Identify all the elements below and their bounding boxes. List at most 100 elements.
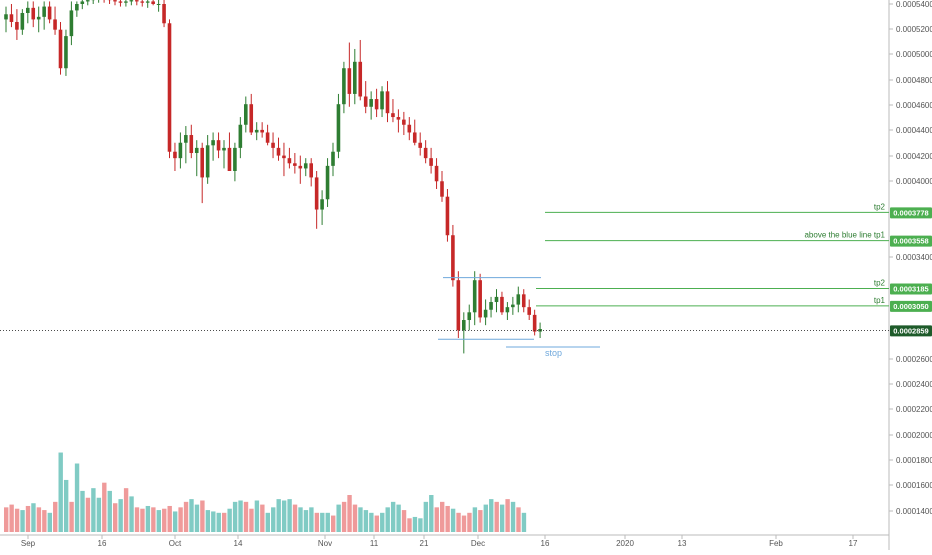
candle-down[interactable] — [15, 22, 19, 30]
candle-down[interactable] — [446, 197, 450, 236]
candle-down[interactable] — [113, 0, 117, 1]
candle-up[interactable] — [195, 148, 199, 153]
candle-up[interactable] — [495, 297, 499, 302]
candle-down[interactable] — [173, 152, 177, 158]
candle-up[interactable] — [233, 148, 237, 171]
candle-down[interactable] — [375, 99, 379, 109]
candle-down[interactable] — [271, 143, 275, 148]
candle-down[interactable] — [168, 23, 172, 151]
candle-down[interactable] — [309, 163, 313, 177]
candle-down[interactable] — [435, 166, 439, 181]
candle-up[interactable] — [489, 302, 493, 310]
candle-up[interactable] — [179, 143, 183, 158]
candle-down[interactable] — [119, 1, 123, 2]
candle-up[interactable] — [462, 320, 466, 330]
candle-down[interactable] — [478, 280, 482, 317]
candle-up[interactable] — [42, 7, 46, 17]
candle-up[interactable] — [37, 17, 41, 20]
candle-down[interactable] — [391, 113, 395, 117]
candle-down[interactable] — [48, 7, 52, 20]
candle-down[interactable] — [348, 68, 352, 94]
candle-down[interactable] — [429, 158, 433, 166]
volume-bar — [135, 507, 139, 532]
volume-bar — [347, 495, 351, 532]
candle-up[interactable] — [326, 166, 330, 199]
candle-down[interactable] — [358, 62, 362, 97]
candle-up[interactable] — [206, 145, 210, 177]
candle-up[interactable] — [211, 140, 215, 145]
candle-down[interactable] — [451, 235, 455, 280]
candle-down[interactable] — [457, 280, 461, 330]
candle-down[interactable] — [135, 0, 139, 1]
candle-up[interactable] — [146, 1, 150, 2]
candle-down[interactable] — [190, 135, 194, 153]
candle-up[interactable] — [304, 163, 308, 168]
candle-up[interactable] — [337, 104, 341, 152]
candle-up[interactable] — [511, 305, 515, 308]
candle-up[interactable] — [331, 152, 335, 166]
candle-down[interactable] — [533, 315, 537, 332]
candle-up[interactable] — [21, 13, 25, 30]
candle-up[interactable] — [130, 0, 134, 1]
candle-down[interactable] — [424, 148, 428, 158]
candle-down[interactable] — [418, 143, 422, 148]
candle-up[interactable] — [255, 130, 259, 133]
candle-up[interactable] — [26, 8, 30, 13]
candle-up[interactable] — [75, 4, 79, 10]
candle-up[interactable] — [222, 148, 226, 151]
candle-up[interactable] — [86, 0, 90, 1]
candle-down[interactable] — [299, 166, 303, 169]
candle-up[interactable] — [517, 294, 521, 304]
candle-down[interactable] — [413, 132, 417, 142]
candle-up[interactable] — [320, 199, 324, 209]
candle-down[interactable] — [140, 1, 144, 2]
candle-down[interactable] — [288, 158, 292, 163]
candle-down[interactable] — [440, 181, 444, 196]
candle-down[interactable] — [266, 132, 270, 142]
candle-down[interactable] — [217, 140, 221, 150]
candle-up[interactable] — [467, 312, 471, 320]
candle-down[interactable] — [527, 307, 531, 315]
candle-up[interactable] — [81, 1, 85, 4]
candle-down[interactable] — [10, 14, 14, 22]
candle-up[interactable] — [484, 310, 488, 318]
volume-bar — [467, 513, 471, 532]
candle-down[interactable] — [277, 148, 281, 156]
candle-down[interactable] — [293, 163, 297, 166]
candle-down[interactable] — [162, 4, 166, 23]
candle-down[interactable] — [408, 125, 412, 133]
y-tick-label: 0.0004800 — [896, 76, 932, 85]
candle-down[interactable] — [386, 91, 390, 113]
candle-up[interactable] — [4, 14, 8, 19]
candle-down[interactable] — [364, 96, 368, 106]
candle-down[interactable] — [500, 297, 504, 312]
candle-up[interactable] — [239, 125, 243, 148]
candle-down[interactable] — [315, 177, 319, 209]
candle-down[interactable] — [151, 1, 155, 4]
candle-up[interactable] — [380, 91, 384, 109]
candle-down[interactable] — [402, 120, 406, 125]
candle-up[interactable] — [353, 62, 357, 94]
candle-down[interactable] — [282, 156, 286, 159]
candle-down[interactable] — [249, 104, 253, 132]
candle-down[interactable] — [522, 294, 526, 307]
candle-down[interactable] — [53, 19, 57, 29]
candle-down[interactable] — [397, 117, 401, 120]
candle-up[interactable] — [70, 10, 74, 36]
candle-down[interactable] — [228, 148, 232, 171]
candle-up[interactable] — [64, 36, 68, 68]
candle-down[interactable] — [59, 30, 63, 69]
candle-up[interactable] — [369, 99, 373, 107]
candle-up[interactable] — [473, 280, 477, 312]
candle-up[interactable] — [157, 4, 161, 5]
candle-down[interactable] — [260, 130, 264, 133]
candle-down[interactable] — [200, 148, 204, 178]
candle-up[interactable] — [342, 68, 346, 104]
candle-down[interactable] — [31, 8, 35, 20]
candle-up[interactable] — [124, 1, 128, 2]
candle-up[interactable] — [506, 307, 510, 312]
candle-up[interactable] — [244, 104, 248, 125]
candle-up[interactable] — [184, 135, 188, 143]
